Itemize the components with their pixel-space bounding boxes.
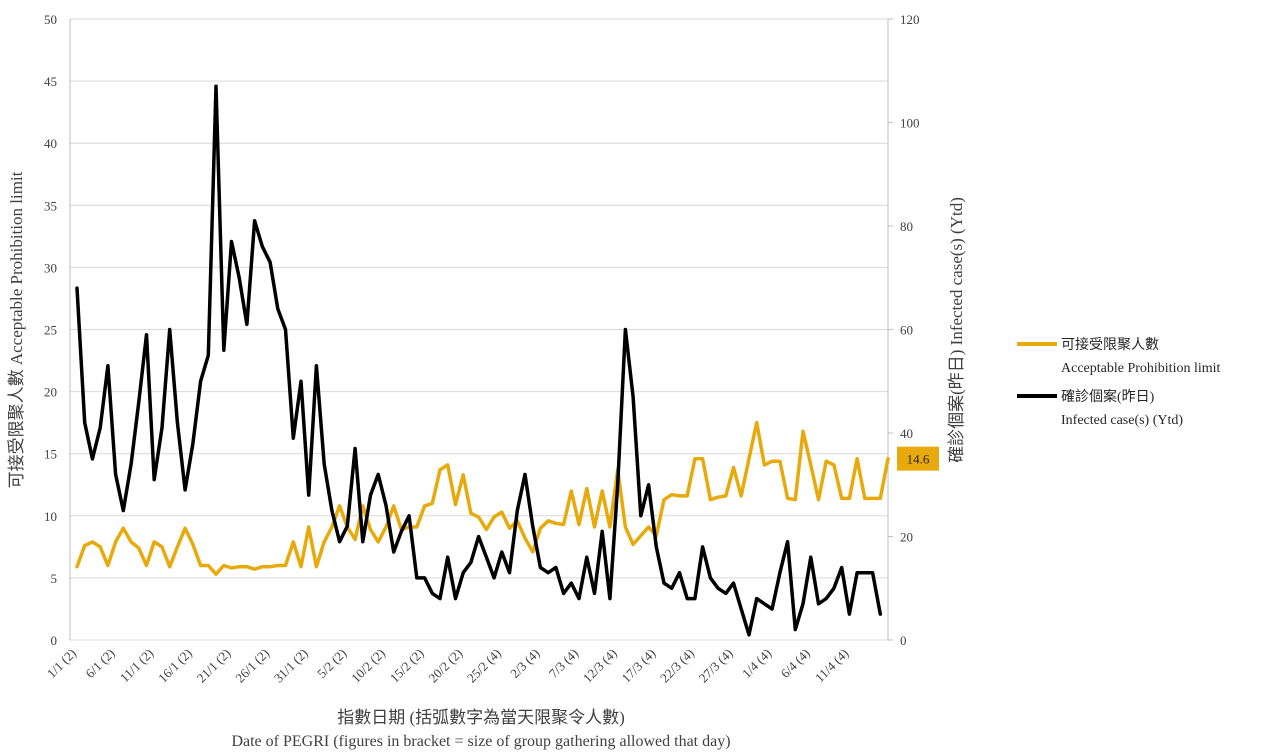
y-left-tick-label: 0 [51, 633, 58, 648]
x-tick-label: 11/4 (4) [812, 646, 852, 686]
x-tick-label: 25/2 (4) [464, 646, 504, 686]
y-left-tick-label: 40 [44, 136, 57, 151]
x-axis-title-zh: 指數日期 (括弧數字為當天限聚令人數) [337, 708, 625, 727]
y-left-tick-label: 5 [51, 571, 58, 586]
y-left-tick-label: 50 [44, 12, 57, 27]
left-axis-ticks: 0 5 10 15 20 25 30 35 40 45 50 [44, 12, 57, 648]
series-line-infected [75, 84, 883, 637]
x-tick-label: 6/1 (2) [82, 646, 117, 681]
y-right-tick-label: 80 [900, 219, 913, 234]
y-right-tick-label: 20 [900, 530, 913, 545]
legend: 可接受限聚人數 Acceptable Prohibition limit 確診個… [1017, 336, 1221, 428]
x-tick-label: 21/1 (2) [194, 646, 234, 686]
last-value-box [897, 446, 939, 471]
x-tick-label: 2/3 (4) [507, 646, 542, 681]
y-axis-right-title: 確診個案(昨日) Infected case(s) (Ytd) [947, 197, 966, 463]
legend-label-infected-en: Infected case(s) (Ytd) [1061, 413, 1183, 428]
x-tick-label: 22/3 (4) [657, 646, 697, 686]
x-tick-label: 10/2 (2) [348, 646, 388, 686]
gridlines [69, 18, 893, 641]
series-line-acceptable [75, 420, 890, 576]
x-axis-ticks: 1/1 (2) 6/1 (2)11/1 (2)16/1 (2)21/1 (2)26… [44, 646, 852, 686]
y-right-tick-label: 120 [900, 12, 920, 27]
x-tick-label: 27/3 (4) [696, 646, 736, 686]
y-right-tick-label: 60 [900, 323, 913, 338]
legend-label-acceptable-zh: 可接受限聚人數 [1061, 336, 1159, 353]
x-tick-label: 11/1 (2) [117, 646, 157, 686]
x-tick-label: 26/1 (2) [232, 646, 272, 686]
last-value-label: 14.6 [907, 452, 930, 467]
y-right-tick-label: 0 [900, 633, 907, 648]
x-tick-label: 6/4 (4) [778, 646, 813, 681]
x-tick-label: 1/1 (2) [44, 646, 79, 681]
last-value-callout: 14.6 [897, 446, 939, 471]
y-left-tick-label: 10 [44, 509, 57, 524]
x-tick-label: 1/4 (4) [739, 646, 774, 681]
x-axis-title-en: Date of PEGRI (figures in bracket = size… [231, 733, 730, 750]
y-left-tick-label: 30 [44, 260, 57, 275]
x-tick-label: 16/1 (2) [155, 646, 195, 686]
x-tick-label: 20/2 (2) [425, 646, 465, 686]
x-tick-label: 31/1 (2) [271, 646, 311, 686]
y-left-tick-label: 15 [44, 447, 57, 462]
x-tick-label: 15/2 (2) [387, 646, 427, 686]
x-tick-label: 7/3 (4) [546, 646, 581, 681]
legend-label-acceptable-en: Acceptable Prohibition limit [1061, 361, 1221, 376]
legend-label-infected-zh: 確診個案(昨日) [1061, 388, 1155, 405]
y-left-tick-label: 45 [44, 74, 57, 89]
y-left-tick-label: 20 [44, 385, 57, 400]
series-lines [75, 84, 890, 637]
y-right-tick-label: 100 [900, 116, 920, 131]
y-left-tick-label: 35 [44, 198, 57, 213]
y-left-tick-label: 25 [44, 323, 57, 338]
right-axis-ticks: 0 20 40 60 80 100 120 [900, 12, 920, 648]
x-tick-label: 17/3 (4) [618, 646, 658, 686]
x-tick-label: 5/2 (2) [314, 646, 349, 681]
y-right-tick-label: 40 [900, 426, 913, 441]
x-tick-label: 12/3 (4) [580, 646, 620, 686]
y-axis-left-title: 可接受限聚人數 Acceptable Prohibition limit [7, 171, 26, 488]
